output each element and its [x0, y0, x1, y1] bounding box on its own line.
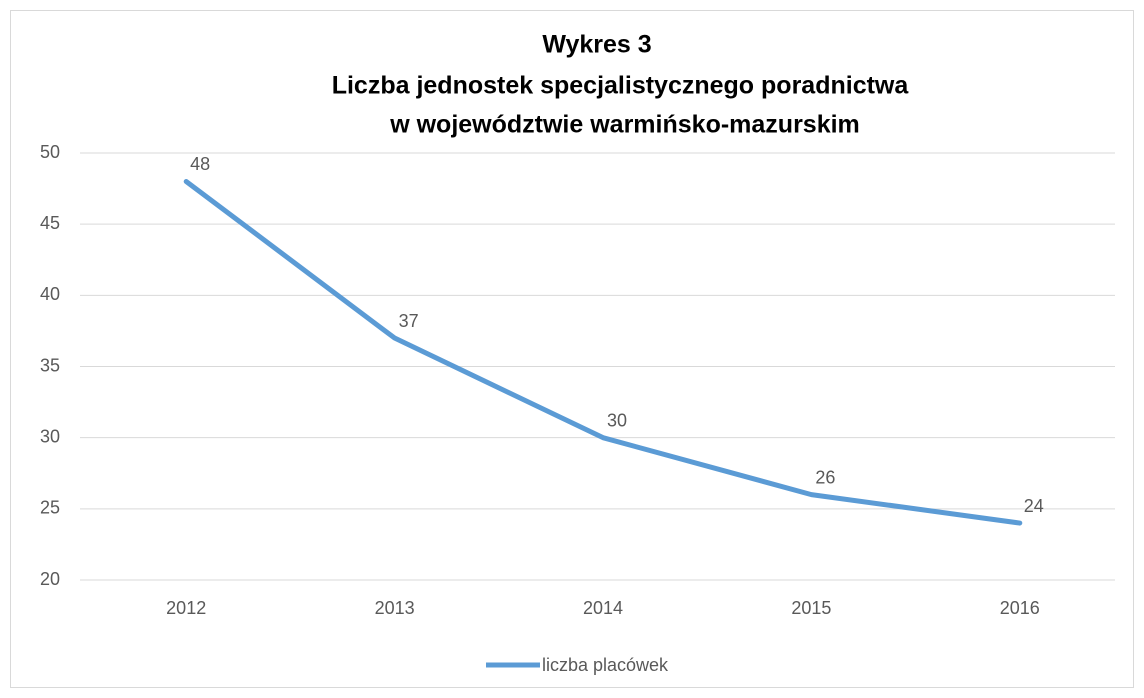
y-tick-label: 35: [40, 355, 60, 375]
x-tick-label: 2014: [583, 598, 623, 618]
x-tick-label: 2015: [791, 598, 831, 618]
chart-title: Liczba jednostek specjalistycznego porad…: [332, 72, 910, 100]
chart-title: w województwie warmińsko-mazurskim: [389, 111, 860, 139]
y-tick-label: 45: [40, 213, 60, 233]
y-tick-label: 40: [40, 284, 60, 304]
y-tick-label: 25: [40, 498, 60, 518]
x-tick-label: 2012: [166, 598, 206, 618]
y-tick-label: 30: [40, 426, 60, 446]
x-tick-label: 2013: [375, 598, 415, 618]
data-label: 30: [607, 410, 627, 430]
chart-border: [10, 10, 1134, 688]
y-tick-label: 50: [40, 142, 60, 162]
data-label: 26: [815, 467, 835, 487]
x-tick-label: 2016: [1000, 598, 1040, 618]
chart-title: Wykres 3: [542, 31, 651, 59]
data-line: [183, 178, 1023, 526]
data-label: 37: [399, 311, 419, 331]
y-tick-label: 20: [40, 569, 60, 589]
data-label: 48: [190, 154, 210, 174]
data-label: 24: [1024, 496, 1044, 516]
legend-label: liczba placówek: [542, 655, 669, 675]
